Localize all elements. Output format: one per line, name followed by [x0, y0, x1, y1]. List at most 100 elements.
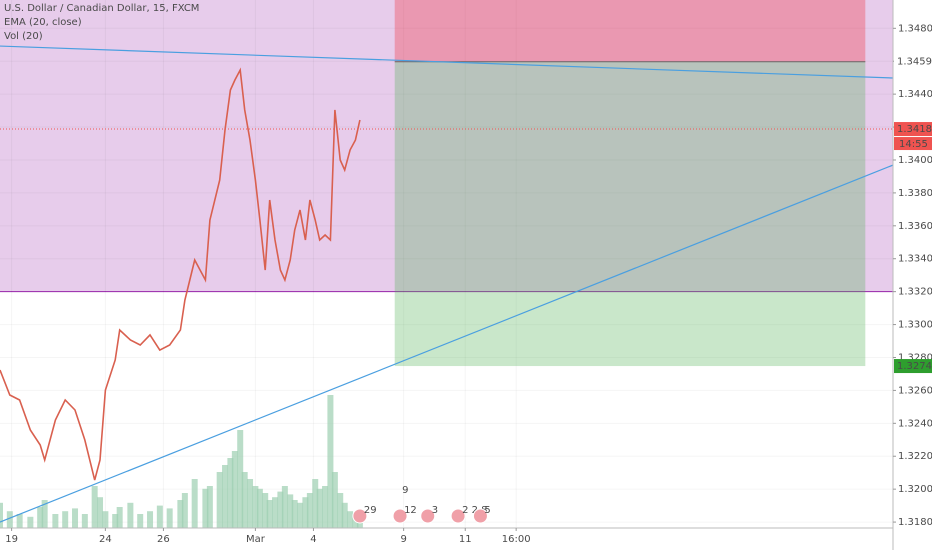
volume-bar [241, 472, 248, 528]
price-line [0, 67, 361, 481]
volume-bar [312, 479, 319, 528]
y-tick-label: 1.34400 [898, 89, 932, 100]
event-label: 29 [364, 505, 377, 516]
volume-bar [52, 514, 59, 528]
x-tick-label: 19 [5, 534, 18, 545]
volume-bar [327, 395, 334, 528]
volume-bar [256, 488, 263, 528]
volume-bar [222, 465, 229, 528]
indicator-label: Vol (20) [4, 31, 43, 42]
volume-bar [302, 497, 309, 528]
event-label: 5 [484, 505, 490, 516]
x-tick-label: 16:00 [502, 534, 531, 545]
target-box [894, 359, 932, 374]
last-price-label: 1.34188 [897, 124, 932, 135]
volume-bar [262, 493, 269, 528]
target-label: 1.32748 [897, 361, 932, 372]
volume-bar [231, 451, 238, 528]
x-tick-label: 11 [459, 534, 472, 545]
x-tick-label: 24 [99, 534, 112, 545]
y-tick-label: 1.33600 [898, 221, 932, 232]
volume-bar [41, 500, 48, 528]
volume-bar [331, 472, 338, 528]
volume-bar [291, 500, 298, 528]
volume-bar [147, 511, 154, 528]
volume-bar [102, 511, 109, 528]
event-icon [420, 508, 436, 524]
x-tick-label: Mar [246, 534, 266, 545]
volume-bar [352, 516, 359, 528]
trendline [0, 164, 893, 523]
volume-bar [81, 514, 88, 528]
volume-bar [0, 502, 3, 528]
y-tick-label: 1.33200 [898, 287, 932, 298]
last-price-box [894, 122, 932, 137]
volume-bar [316, 488, 323, 528]
y-tick-label: 1.33800 [898, 188, 932, 199]
volume-bar [216, 472, 223, 528]
volume-bar [191, 479, 198, 528]
countdown-box [894, 137, 932, 151]
event-icon [392, 508, 408, 524]
volume-bar [166, 508, 173, 528]
volume-bar [27, 516, 34, 528]
y-tick-label: 1.32400 [898, 418, 932, 429]
stop-zone [394, 0, 866, 62]
time-axis [0, 528, 893, 550]
y-tick-label: 1.32600 [898, 385, 932, 396]
event-label: 3 [432, 505, 438, 516]
target-zone [394, 61, 866, 367]
event-badge: 9 [402, 485, 408, 496]
volume-bar [337, 493, 344, 528]
event-label: 2 2 8 [462, 505, 487, 516]
volume-bar [252, 486, 259, 528]
volume-bar [6, 511, 13, 528]
entry-label: 1.34597 [897, 57, 932, 68]
y-tick-label: 1.34800 [898, 23, 932, 34]
volume-bar [281, 486, 288, 528]
volume-bar [237, 430, 244, 528]
y-tick-label: 1.34000 [898, 155, 932, 166]
y-tick-label: 1.31800 [898, 517, 932, 528]
volume-bar [287, 494, 294, 528]
x-tick-label: 9 [400, 534, 406, 545]
volume-bar [322, 486, 329, 528]
entry-box [894, 54, 932, 69]
volume-bar [97, 497, 104, 528]
countdown: 14:55 [899, 139, 928, 150]
volume-bar [137, 514, 144, 528]
y-tick-label: 1.32200 [898, 451, 932, 462]
volume-bar [306, 493, 313, 528]
x-tick-label: 4 [310, 534, 316, 545]
range-zone [0, 0, 893, 292]
volume-bar [177, 500, 184, 528]
volume-bar [116, 507, 123, 528]
volume-bar [127, 502, 134, 528]
volume-bar [37, 507, 44, 528]
event-icon [472, 508, 488, 524]
plot-layer: 29 12 9 3 2 2 85 [0, 0, 893, 528]
volume-bar [206, 486, 213, 528]
volume-bar [272, 497, 279, 528]
y-tick-label: 1.33400 [898, 254, 932, 265]
y-tick-label: 1.33000 [898, 320, 932, 331]
volume-bar [266, 500, 273, 528]
volume-bar [156, 505, 163, 528]
volume-bar [16, 514, 23, 528]
volume-bar [202, 488, 209, 528]
volume-bar [62, 511, 69, 528]
volume-bar [356, 519, 363, 528]
y-tick-label: 1.32800 [898, 352, 932, 363]
y-tick-label: 1.32000 [898, 484, 932, 495]
volume-bar [341, 502, 348, 528]
volume-bar [181, 493, 188, 528]
volume-bar [297, 502, 304, 528]
volume-bar [277, 491, 284, 528]
event-icon [352, 508, 368, 524]
x-tick-label: 26 [157, 534, 170, 545]
chart-title: U.S. Dollar / Canadian Dollar, 15, FXCM [4, 3, 199, 14]
volume-bar [91, 486, 98, 528]
event-label: 12 [404, 505, 417, 516]
volume-bar [247, 479, 254, 528]
